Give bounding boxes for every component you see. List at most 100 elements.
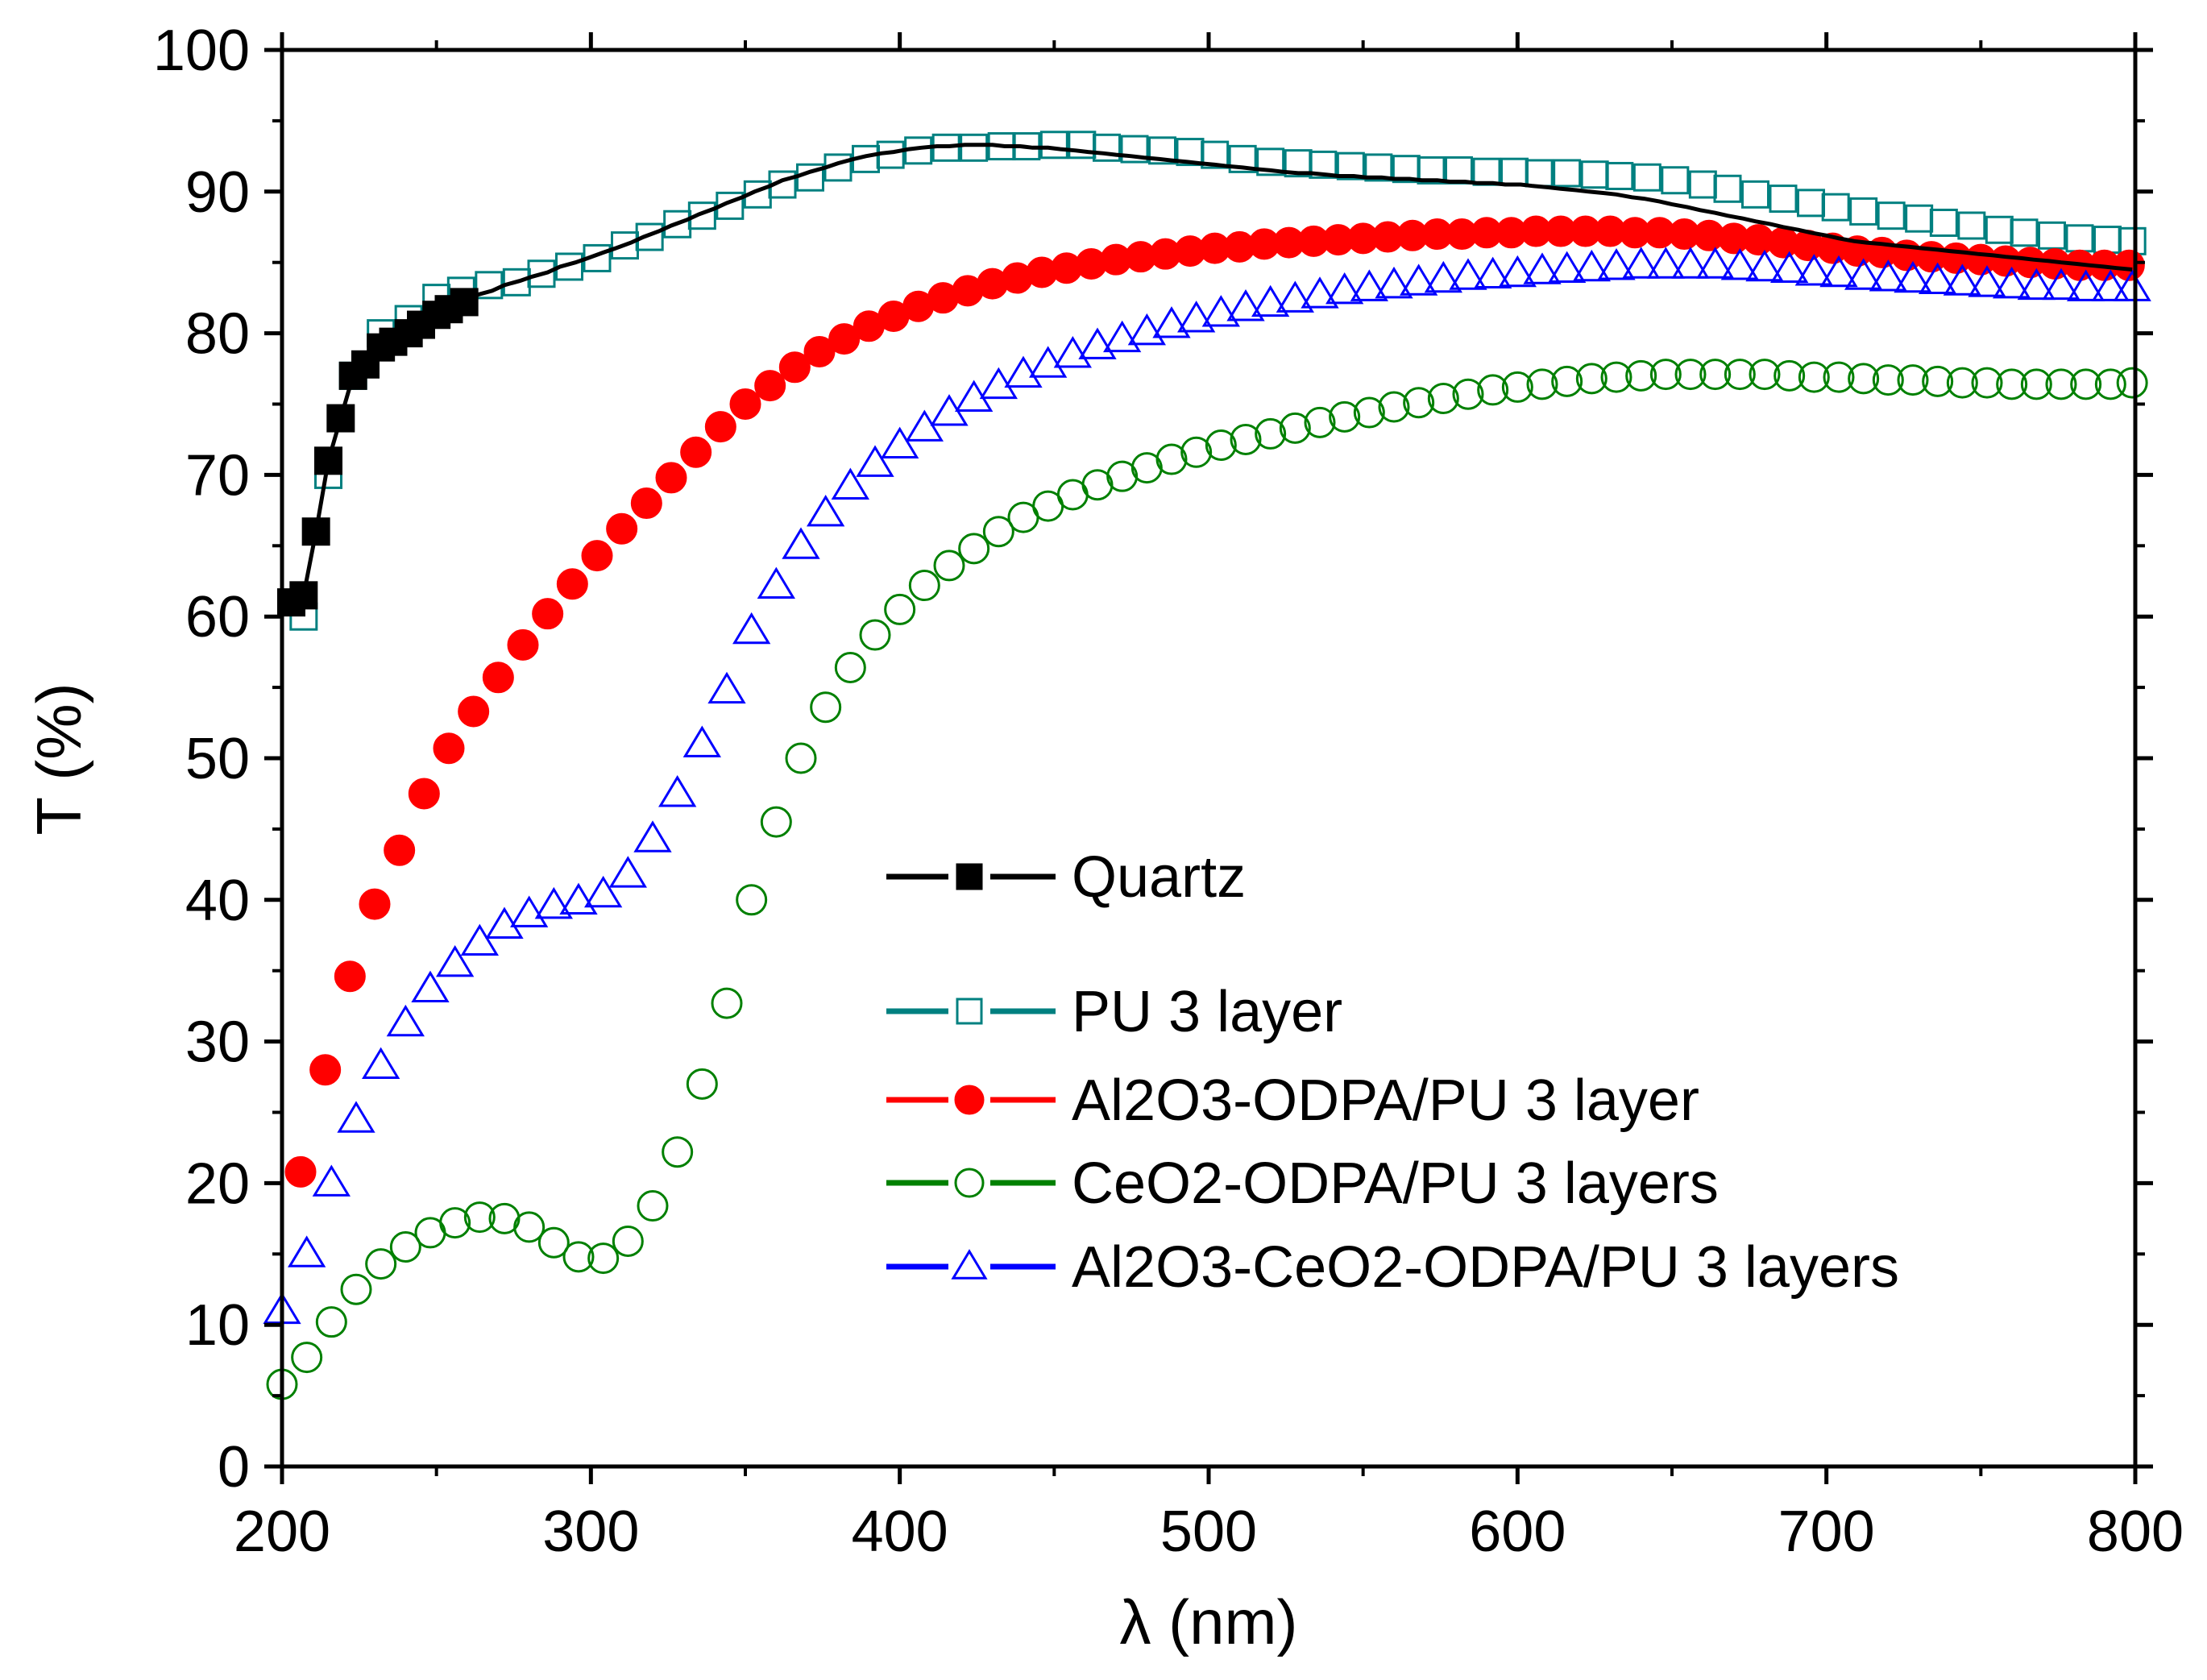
data-point: [1699, 359, 1732, 391]
data-point: [562, 1241, 595, 1273]
data-point: [658, 775, 697, 807]
y-tick-label: 80: [185, 302, 250, 367]
data-point: [1745, 249, 1784, 282]
data-point: [1350, 269, 1388, 301]
data-point: [606, 512, 638, 545]
data-point: [485, 906, 524, 939]
data-point: [1500, 157, 1529, 186]
data-point: [389, 1231, 421, 1263]
data-point: [314, 446, 342, 475]
data-point: [1152, 306, 1191, 338]
data-point: [828, 323, 861, 355]
data-point: [1230, 423, 1262, 455]
data-point: [527, 259, 556, 288]
data-point: [810, 691, 842, 724]
data-point: [1276, 280, 1314, 313]
data-point: [1449, 258, 1487, 290]
data-point: [1501, 371, 1533, 403]
y-tick-label: 40: [185, 869, 250, 933]
data-point: [1255, 417, 1287, 450]
data-point: [1417, 156, 1446, 185]
data-point: [834, 651, 866, 683]
y-tick-label: 90: [185, 160, 250, 225]
data-point: [463, 1201, 496, 1234]
data-point: [979, 367, 1018, 400]
data-point: [803, 335, 836, 367]
data-point: [1364, 153, 1393, 182]
data-point: [1872, 364, 1904, 396]
data-point: [884, 593, 916, 625]
data-point: [1452, 378, 1484, 410]
data-point: [1741, 180, 1769, 209]
data-point: [1985, 215, 2014, 244]
data-point: [2113, 269, 2151, 301]
data-point: [384, 834, 416, 866]
data-point: [1279, 412, 1311, 444]
data-point: [982, 516, 1014, 548]
data-point: [955, 380, 994, 412]
data-point: [340, 1273, 372, 1305]
data-point: [1696, 247, 1735, 279]
data-point: [1625, 359, 1657, 392]
data-point: [686, 1068, 718, 1100]
data-point: [1523, 252, 1562, 284]
legend-label: Al2O3-ODPA/PU 3 layer: [1072, 1068, 1699, 1133]
legend-label: CeO2-ODPA/PU 3 layers: [1072, 1151, 1719, 1216]
data-point: [1848, 363, 1880, 395]
data-point: [488, 1202, 521, 1234]
data-point: [933, 550, 965, 582]
data-point: [312, 1164, 351, 1197]
data-point: [680, 436, 712, 468]
data-series-layer: [263, 131, 2151, 1400]
data-point: [1897, 364, 1929, 396]
data-point: [1329, 400, 1361, 433]
data-point: [1180, 436, 1213, 468]
data-point: [1548, 251, 1587, 283]
data-point: [460, 923, 499, 956]
data-point: [284, 1155, 317, 1188]
data-point: [584, 875, 623, 908]
data-point: [537, 1226, 570, 1259]
x-tick-label: 700: [1778, 1500, 1875, 1564]
data-point: [436, 944, 475, 977]
x-tick-label: 200: [234, 1500, 330, 1564]
y-tick-label: 60: [185, 585, 250, 649]
data-point: [2116, 367, 2148, 399]
data-point: [433, 732, 465, 765]
data-point: [608, 856, 647, 888]
y-axis-ticks: 0 10 20 30 40 50 60 70 80 90 100: [153, 19, 2153, 1500]
data-point: [856, 445, 894, 477]
data-point: [1205, 429, 1237, 461]
data-point: [1325, 272, 1364, 305]
legend-label: Al2O3-CeO2-ODPA/PU 3 layers: [1072, 1235, 1899, 1300]
data-point: [637, 1190, 669, 1222]
data-point: [729, 388, 761, 420]
data-point: [831, 467, 869, 500]
data-point: [365, 1248, 397, 1280]
data-point: [1798, 361, 1830, 393]
data-point: [411, 970, 450, 1003]
data-point: [612, 1225, 644, 1257]
series-4: [266, 359, 2148, 1400]
data-point: [1646, 247, 1685, 279]
x-tick-label: 400: [852, 1500, 948, 1564]
series-line: [290, 143, 2133, 604]
y-tick-label: 70: [185, 443, 250, 508]
data-point: [908, 570, 940, 602]
data-point: [1993, 266, 2031, 299]
data-point: [1103, 320, 1142, 353]
data-point: [2094, 368, 2126, 400]
data-point: [1526, 368, 1558, 400]
data-point: [1688, 170, 1717, 199]
series-2: [289, 131, 2147, 631]
legend-item-5: Al2O3-CeO2-ODPA/PU 3 layers: [886, 1235, 1899, 1300]
data-point: [513, 1211, 546, 1243]
data-point: [1671, 247, 1710, 279]
data-point: [559, 882, 598, 915]
data-point: [1905, 204, 1934, 233]
data-point: [359, 888, 391, 920]
data-point: [2093, 226, 2122, 255]
legend-marker: [951, 1249, 988, 1280]
data-point: [732, 612, 771, 645]
